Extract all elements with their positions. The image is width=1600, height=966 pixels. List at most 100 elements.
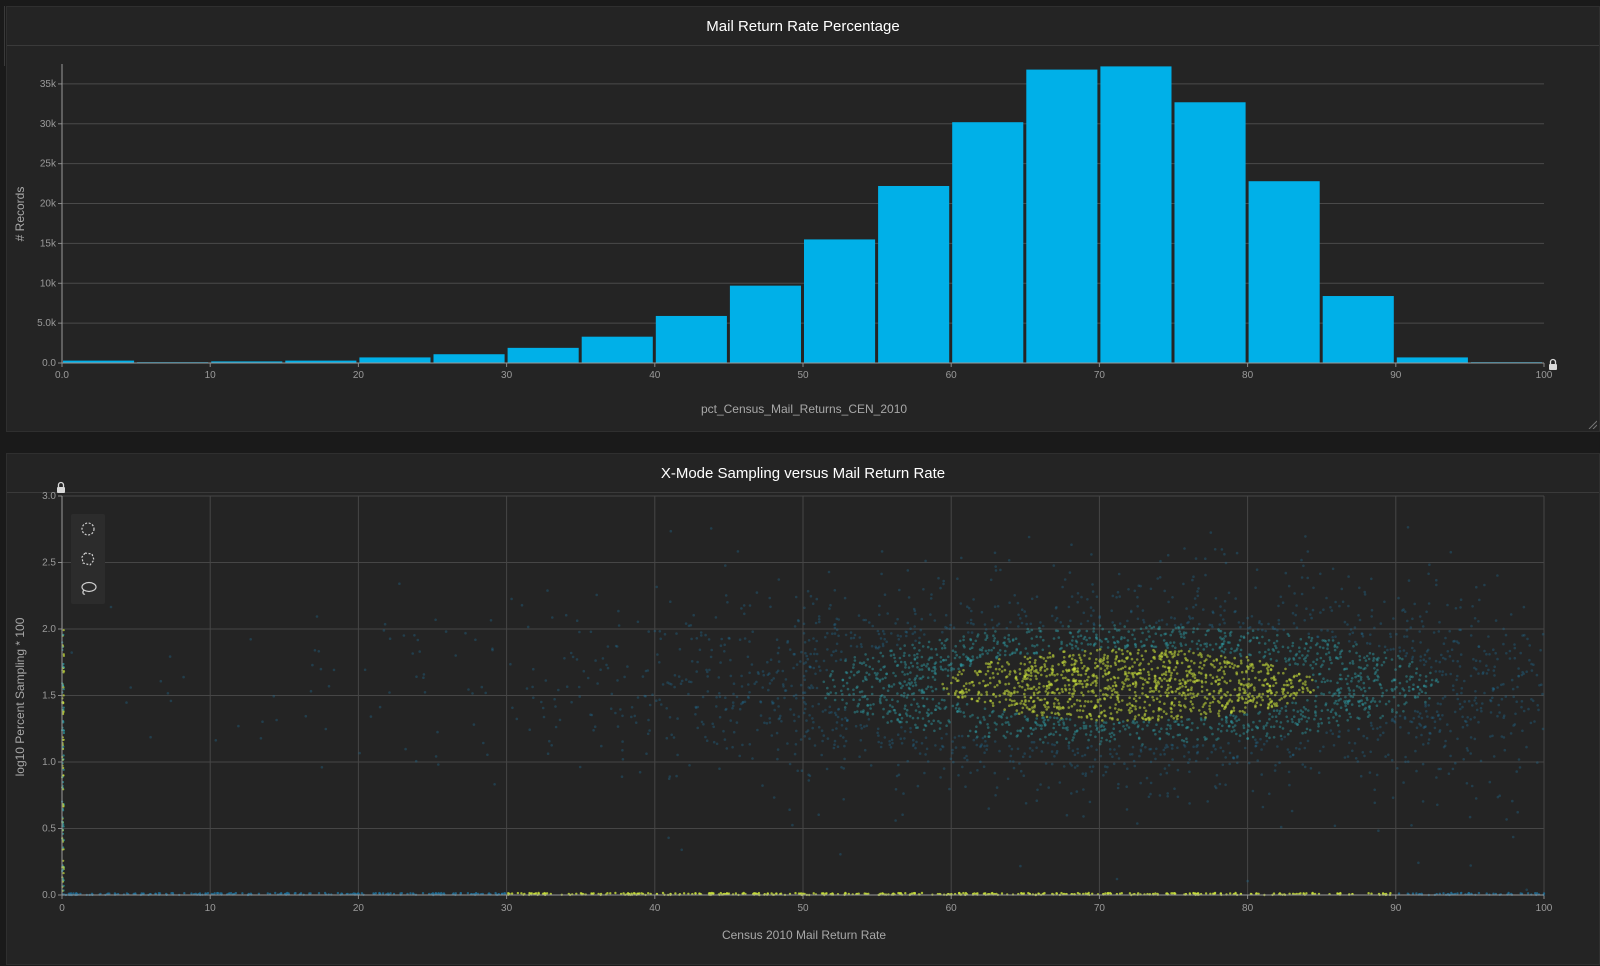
scatter-point (1005, 730, 1009, 734)
scatter-point (732, 682, 736, 685)
lock-icon[interactable] (1549, 358, 1557, 371)
histogram-bar[interactable] (878, 185, 950, 363)
scatter-point (1298, 656, 1301, 660)
scatter-point (725, 747, 729, 750)
scatter-point (1270, 677, 1273, 680)
scatter-point (1166, 553, 1170, 557)
scatter-point (1028, 660, 1032, 664)
scatter-point (1482, 671, 1485, 674)
histogram-bar[interactable] (1026, 69, 1098, 363)
scatter-point (960, 689, 964, 692)
scatter-point (1032, 728, 1035, 731)
scatter-point (1076, 751, 1080, 755)
histogram-bar[interactable] (285, 360, 357, 363)
scatter-point (1401, 657, 1404, 661)
scatter-point (1295, 604, 1298, 607)
scatter-point (531, 685, 534, 689)
scatter-point (1030, 628, 1034, 632)
scatter-point (955, 653, 958, 657)
scatter-point (606, 645, 610, 648)
scatter-point (1101, 719, 1104, 722)
histogram-bar[interactable] (433, 354, 505, 363)
scatter-point (891, 705, 894, 709)
scatter-point (899, 682, 902, 686)
scatter-point (1504, 633, 1508, 637)
scatter-point (1295, 691, 1299, 695)
scatter-point (1128, 711, 1132, 715)
histogram-bar[interactable] (1322, 296, 1394, 363)
scatter-point (1232, 666, 1235, 670)
scatter-point (1488, 653, 1491, 656)
scatter-point (892, 683, 896, 686)
circle-select-tool[interactable] (71, 514, 105, 544)
scatter-point (1043, 663, 1046, 666)
scatter-point (920, 742, 924, 745)
histogram-bar[interactable] (1100, 66, 1172, 363)
resize-handle-icon[interactable] (1587, 419, 1597, 429)
scatter-point (1358, 655, 1361, 658)
scatter-point (1143, 700, 1147, 704)
scatter-point (746, 695, 750, 699)
scatter-point (989, 578, 993, 582)
scatter-point (1000, 670, 1004, 673)
scatter-point (911, 692, 914, 696)
scatter-point (1133, 637, 1137, 641)
scatter-point (1375, 663, 1379, 666)
scatter-point (636, 892, 639, 895)
scatter-point (1068, 642, 1072, 646)
scatter-point (1415, 892, 1418, 895)
scatter-point (906, 569, 910, 572)
scatter-point (881, 654, 885, 658)
histogram-bar[interactable] (1248, 181, 1320, 363)
histogram-bar[interactable] (804, 239, 876, 363)
scatter-point (1245, 671, 1248, 674)
polygon-select-tool[interactable] (71, 544, 105, 574)
histogram-bar[interactable] (581, 336, 653, 363)
scatter-point (1081, 772, 1085, 775)
scatter-point (879, 695, 883, 698)
scatter-point (1367, 892, 1370, 895)
lock-icon[interactable] (57, 481, 65, 494)
scatter-point (1326, 647, 1329, 650)
histogram-bar[interactable] (63, 360, 135, 363)
scatter-point (1536, 704, 1539, 707)
scatter-point (1030, 740, 1034, 744)
lasso-select-tool[interactable] (71, 574, 105, 604)
scatter-point (1111, 755, 1114, 758)
histogram-bar[interactable] (655, 315, 727, 363)
scatter-point (1022, 892, 1026, 895)
histogram-bar[interactable] (729, 285, 801, 363)
scatter-point (1292, 715, 1296, 718)
scatter-point (1211, 610, 1215, 613)
scatter-point (881, 644, 885, 648)
scatter-point (434, 755, 438, 758)
histogram-bar[interactable] (952, 122, 1024, 364)
scatter-point (981, 646, 984, 649)
scatter-chart[interactable]: 0.00.51.01.52.02.53.00 10 20 30 40 50 60 70 80 90… (7, 454, 1600, 966)
scatter-point (1113, 707, 1117, 710)
scatter-point (1306, 689, 1310, 692)
scatter-point (1363, 656, 1366, 659)
scatter-point (1106, 694, 1109, 697)
scatter-point (1056, 706, 1059, 710)
scatter-point (1164, 632, 1168, 636)
scatter-point (62, 872, 65, 875)
histogram-bar[interactable] (211, 361, 283, 363)
scatter-point (1477, 645, 1480, 648)
scatter-point (922, 691, 926, 694)
histogram-bar[interactable] (507, 347, 579, 363)
scatter-point (1256, 628, 1260, 631)
scatter-point (1504, 695, 1508, 698)
scatter-point (632, 892, 636, 895)
scatter-point (1060, 640, 1063, 644)
scatter-point (1154, 674, 1157, 678)
histogram-bar[interactable] (359, 357, 431, 363)
scatter-point (903, 673, 906, 676)
scatter-point (666, 681, 669, 684)
scatter-point (1359, 672, 1362, 675)
histogram-bar[interactable] (1396, 357, 1468, 363)
histogram-bar[interactable] (1174, 102, 1246, 363)
scatter-point (1029, 687, 1032, 690)
scatter-point (974, 730, 978, 734)
